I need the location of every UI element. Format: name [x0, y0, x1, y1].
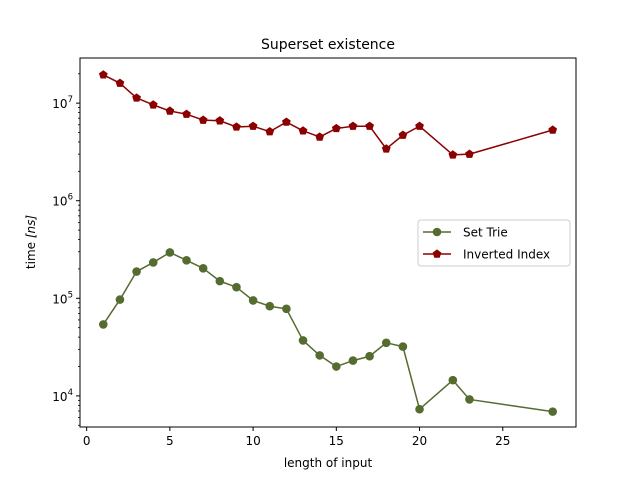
data-point: [198, 263, 208, 273]
data-point: [248, 121, 258, 130]
data-point: [248, 296, 258, 305]
data-point: [548, 125, 558, 134]
data-point: [182, 109, 191, 118]
data-point: [232, 282, 241, 292]
data-point: [415, 404, 424, 414]
plot-area: [98, 70, 558, 416]
data-point: [282, 304, 291, 314]
data-point: [465, 149, 474, 158]
y-tick-exponent: 6: [68, 193, 73, 203]
y-tick-exponent: 7: [68, 95, 73, 105]
data-point: [148, 258, 158, 267]
y-tick-base: 10: [52, 97, 67, 111]
data-point: [298, 336, 308, 345]
data-point: [348, 121, 358, 130]
data-point: [398, 342, 408, 351]
data-point: [298, 126, 308, 135]
data-point: [148, 100, 158, 109]
data-point: [265, 127, 275, 136]
y-tick-exponent: 5: [68, 290, 73, 300]
data-point: [448, 150, 458, 159]
series-1: [98, 70, 558, 159]
legend: Set Trie Inverted Index: [417, 219, 571, 267]
data-point: [381, 144, 391, 153]
y-tick-base: 10: [52, 292, 67, 306]
data-point: [465, 395, 474, 404]
x-tick-label: 5: [166, 434, 174, 448]
y-tick-label: 107: [52, 95, 73, 111]
x-tick-label: 25: [495, 434, 510, 448]
data-point: [198, 115, 208, 124]
data-point: [115, 78, 125, 87]
data-point: [99, 320, 108, 329]
data-point: [265, 301, 275, 311]
data-point: [315, 351, 324, 360]
data-point: [365, 121, 374, 130]
data-point: [165, 106, 175, 115]
data-point: [182, 256, 191, 265]
y-tick-base: 10: [52, 195, 67, 209]
data-point: [315, 132, 325, 141]
y-tick-label: 105: [52, 290, 73, 306]
y-axis-title-unit: [ns]: [24, 215, 38, 239]
data-point: [332, 362, 341, 371]
data-point: [98, 70, 108, 79]
x-axis: 0 5 10 15 20 25: [83, 427, 510, 448]
data-point: [398, 130, 408, 139]
data-point: [282, 117, 291, 126]
x-tick-label: 10: [245, 434, 260, 448]
legend-marker: [432, 249, 442, 258]
legend-marker: [432, 227, 442, 237]
data-point: [132, 93, 141, 102]
data-point: [115, 295, 125, 304]
data-point: [548, 407, 557, 416]
data-point: [232, 122, 241, 131]
chart-title: Superset existence: [261, 37, 395, 53]
data-point: [448, 375, 458, 385]
legend-label: Inverted Index: [463, 248, 550, 262]
data-point: [132, 267, 141, 276]
data-point: [165, 248, 175, 257]
legend-label: Set Trie: [463, 226, 508, 240]
y-tick-base: 10: [52, 390, 67, 404]
x-axis-title: length of input: [284, 456, 373, 470]
y-axis-title: time [ns]: [24, 215, 38, 269]
data-point: [215, 116, 225, 125]
y-tick-label: 106: [52, 193, 73, 209]
legend-box: [417, 219, 571, 267]
data-point: [415, 121, 424, 130]
x-tick-label: 20: [412, 434, 427, 448]
y-tick-label: 104: [52, 388, 73, 404]
data-point: [381, 338, 391, 348]
x-tick-label: 15: [329, 434, 344, 448]
x-tick-label: 0: [83, 434, 91, 448]
data-point: [365, 351, 374, 361]
data-point: [215, 276, 225, 286]
y-axis-title-prefix: time: [24, 238, 38, 269]
plot-frame: [79, 57, 577, 428]
series-0: [99, 248, 557, 416]
data-point: [331, 123, 341, 133]
data-point: [348, 356, 358, 365]
y-tick-exponent: 4: [68, 388, 73, 398]
